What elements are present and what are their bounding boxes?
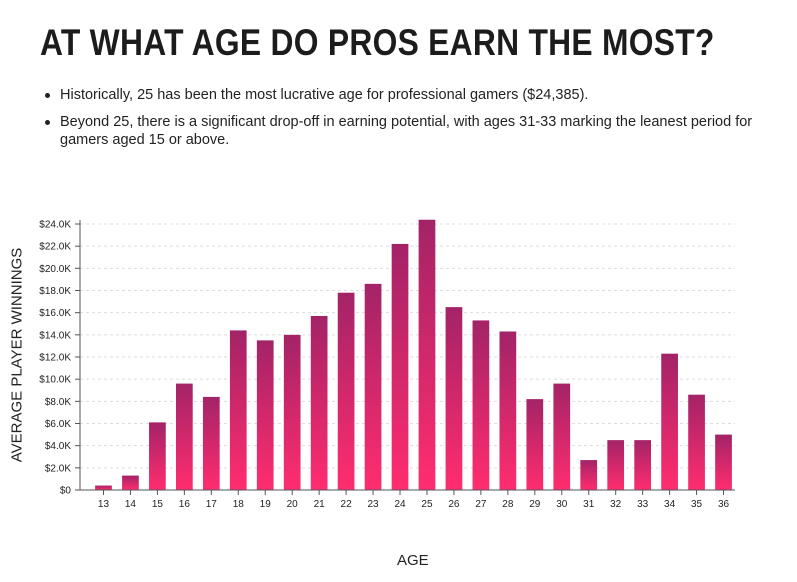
page-title: AT WHAT AGE DO PROS EARN THE MOST? xyxy=(40,22,715,63)
bar-age-28 xyxy=(499,331,517,490)
bar-age-17 xyxy=(202,396,220,490)
bar-age-36 xyxy=(715,434,732,490)
bar-age-27 xyxy=(472,320,490,490)
y-tick-label: $4.0K xyxy=(45,441,71,452)
y-tick-label: $18.0K xyxy=(39,286,71,297)
bar-age-31 xyxy=(580,460,598,490)
x-tick-label: 31 xyxy=(583,499,595,510)
bar-age-19 xyxy=(256,340,274,490)
x-tick-label: 24 xyxy=(394,499,406,510)
bar-age-29 xyxy=(526,399,544,490)
y-tick-label: $22.0K xyxy=(39,242,71,253)
x-tick-label: 26 xyxy=(448,499,460,510)
y-tick-label: $16.0K xyxy=(39,308,71,319)
y-tick-label: $0 xyxy=(60,486,72,497)
bar-age-18 xyxy=(229,330,247,490)
y-tick-label: $12.0K xyxy=(39,353,71,364)
x-tick-label: 32 xyxy=(610,499,622,510)
bar-age-26 xyxy=(445,307,463,490)
y-tick-label: $20.0K xyxy=(39,264,71,275)
bar-age-24 xyxy=(391,243,409,490)
x-tick-label: 15 xyxy=(152,499,164,510)
bullet-point: Historically, 25 has been the most lucra… xyxy=(42,86,762,104)
axes: $0 $2.0K $4.0K $6.0K $8.0K $10.0K $12.0K $14.0K… xyxy=(39,220,735,510)
bars xyxy=(95,219,732,490)
y-axis-title: AVERAGE PLAYER WINNINGS xyxy=(8,247,26,463)
x-tick-label: 27 xyxy=(475,499,487,510)
y-tick-label: $6.0K xyxy=(45,419,71,430)
bar-age-16 xyxy=(175,383,193,490)
bar-age-22 xyxy=(337,292,355,490)
x-tick-label: 28 xyxy=(502,499,514,510)
bar-age-20 xyxy=(283,334,301,490)
x-tick-label: 16 xyxy=(179,499,191,510)
y-tick-label: $14.0K xyxy=(39,330,71,341)
x-tick-label: 21 xyxy=(314,499,326,510)
x-tick-label: 25 xyxy=(421,499,433,510)
bar-age-15 xyxy=(149,422,166,490)
bar-age-25 xyxy=(418,219,436,490)
x-tick-label: 23 xyxy=(368,499,380,510)
bar-age-23 xyxy=(364,283,382,490)
x-tick-label: 22 xyxy=(341,499,353,510)
y-tick-label: $8.0K xyxy=(45,397,71,408)
x-axis-title: AGE xyxy=(397,552,429,569)
y-tick-label: $10.0K xyxy=(39,375,71,386)
x-tick-label: 17 xyxy=(206,499,218,510)
x-tick-label: 14 xyxy=(125,499,137,510)
bar-age-14 xyxy=(122,475,139,490)
x-tick-label: 20 xyxy=(287,499,299,510)
x-tick-label: 29 xyxy=(529,499,541,510)
x-tick-label: 18 xyxy=(233,499,245,510)
bar-age-33 xyxy=(634,440,652,490)
bullet-point: Beyond 25, there is a significant drop-o… xyxy=(42,113,762,149)
bar-age-34 xyxy=(661,353,678,490)
x-tick-label: 35 xyxy=(691,499,703,510)
y-tick-label: $2.0K xyxy=(45,463,71,474)
bar-age-30 xyxy=(553,383,571,490)
summary-bullets: Historically, 25 has been the most lucra… xyxy=(42,86,762,158)
bar-age-13 xyxy=(95,485,112,490)
bar-age-32 xyxy=(607,440,625,490)
y-tick-label: $24.0K xyxy=(39,220,71,231)
x-tick-label: 19 xyxy=(260,499,272,510)
bar-age-21 xyxy=(310,315,328,490)
x-tick-label: 34 xyxy=(664,499,676,510)
x-tick-label: 33 xyxy=(637,499,649,510)
x-tick-label: 36 xyxy=(718,499,730,510)
bar-age-35 xyxy=(688,394,705,490)
x-tick-label: 13 xyxy=(98,499,110,510)
x-tick-label: 30 xyxy=(556,499,568,510)
